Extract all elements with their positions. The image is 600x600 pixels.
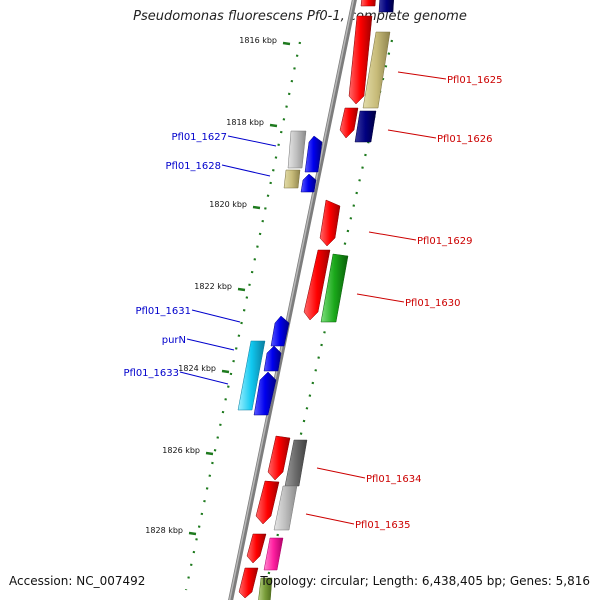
tick-mark	[269, 123, 278, 128]
feature-red-1625[interactable]	[348, 15, 373, 105]
backbone-highlight	[228, 0, 355, 600]
gene-label-pfl01-1631[interactable]: Pfl01_1631	[135, 306, 191, 317]
feature-grey-1635[interactable]	[273, 485, 298, 531]
tick-mark	[252, 205, 261, 210]
feature-blue-1633[interactable]	[253, 371, 277, 416]
gene-leader-line	[191, 309, 241, 323]
feature-dark-1634[interactable]	[284, 439, 308, 487]
tick-mark	[188, 531, 197, 536]
tick-label: 1820 kbp	[209, 200, 247, 209]
gene-label-pfl01-1628[interactable]: Pfl01_1628	[165, 161, 221, 172]
feature-pink-lower[interactable]	[263, 537, 284, 571]
gene-leader-line	[397, 71, 447, 80]
feature-blue-purN[interactable]	[263, 345, 282, 372]
tick-label: 1826 kbp	[162, 446, 200, 455]
feature-olive-lower[interactable]	[258, 577, 273, 600]
feature-blue-1631[interactable]	[270, 315, 290, 347]
tick-mark	[237, 287, 246, 292]
tick-marks	[188, 41, 291, 536]
gene-label-pfl01-1630[interactable]: Pfl01_1630	[405, 298, 461, 309]
left-strand-features	[237, 130, 323, 416]
gene-leader-line	[186, 338, 235, 351]
feature-navy-1626[interactable]	[354, 110, 377, 143]
tick-label: 1828 kbp	[145, 526, 183, 535]
feature-blue-1628[interactable]	[300, 173, 317, 193]
tick-mark	[282, 41, 291, 46]
tick-labels: 1816 kbp 1818 kbp 1820 kbp 1822 kbp 1824 kbp…	[145, 36, 277, 535]
feature-navy-top[interactable]	[378, 0, 394, 13]
feature-blue-1627[interactable]	[304, 135, 323, 173]
feature-green-1630[interactable]	[320, 253, 349, 323]
gene-label-pfl01-1626[interactable]: Pfl01_1626	[437, 134, 493, 145]
map-title: Pseudomonas fluorescens Pf0-1, complete …	[133, 9, 467, 24]
gene-label-pfl01-1635[interactable]: Pfl01_1635	[355, 520, 411, 531]
tick-label: 1824 kbp	[178, 364, 216, 373]
gene-leader-line	[387, 129, 437, 139]
feature-cyan-1633[interactable]	[237, 340, 266, 411]
gene-labels: Pfl01_1625 Pfl01_1626 Pfl01_1627 Pfl01_1628…	[123, 71, 503, 531]
feature-red-top[interactable]	[360, 0, 376, 7]
gene-label-pfl01-1633[interactable]: Pfl01_1633	[123, 368, 179, 379]
gene-leader-line	[221, 164, 271, 177]
feature-red-1634[interactable]	[267, 435, 291, 481]
gene-leader-line	[316, 467, 366, 479]
accession-text: Accession: NC_007492	[9, 574, 146, 588]
gene-leader-line	[305, 513, 355, 525]
gene-label-purn[interactable]: purN	[162, 335, 186, 346]
gene-leader-line	[356, 293, 405, 303]
feature-khaki-1625[interactable]	[362, 31, 391, 109]
gene-leader-line	[368, 231, 417, 241]
tick-mark	[221, 369, 230, 374]
tick-mark	[205, 451, 214, 456]
gene-label-pfl01-1627[interactable]: Pfl01_1627	[171, 132, 227, 143]
tick-label: 1816 kbp	[239, 36, 277, 45]
feature-khaki-1628[interactable]	[283, 169, 301, 189]
feature-red-1635[interactable]	[255, 480, 280, 525]
tick-label: 1822 kbp	[194, 282, 232, 291]
gene-leader-line	[179, 371, 229, 385]
backbone-line	[228, 0, 357, 600]
feature-red-1626[interactable]	[339, 107, 359, 139]
feature-red-lower1[interactable]	[246, 533, 267, 564]
gene-leader-line	[227, 135, 277, 147]
feature-red-lower2[interactable]	[238, 567, 259, 599]
gene-label-pfl01-1634[interactable]: Pfl01_1634	[366, 474, 422, 485]
feature-red-1630[interactable]	[303, 249, 331, 321]
right-strand-features	[238, 0, 394, 600]
gene-label-pfl01-1629[interactable]: Pfl01_1629	[417, 236, 473, 247]
feature-grey-1627a[interactable]	[287, 130, 307, 169]
feature-red-1629[interactable]	[319, 199, 341, 247]
topology-text: Topology: circular; Length: 6,438,405 bp…	[260, 574, 590, 588]
tick-label: 1818 kbp	[226, 118, 264, 127]
gene-label-pfl01-1625[interactable]: Pfl01_1625	[447, 75, 503, 86]
